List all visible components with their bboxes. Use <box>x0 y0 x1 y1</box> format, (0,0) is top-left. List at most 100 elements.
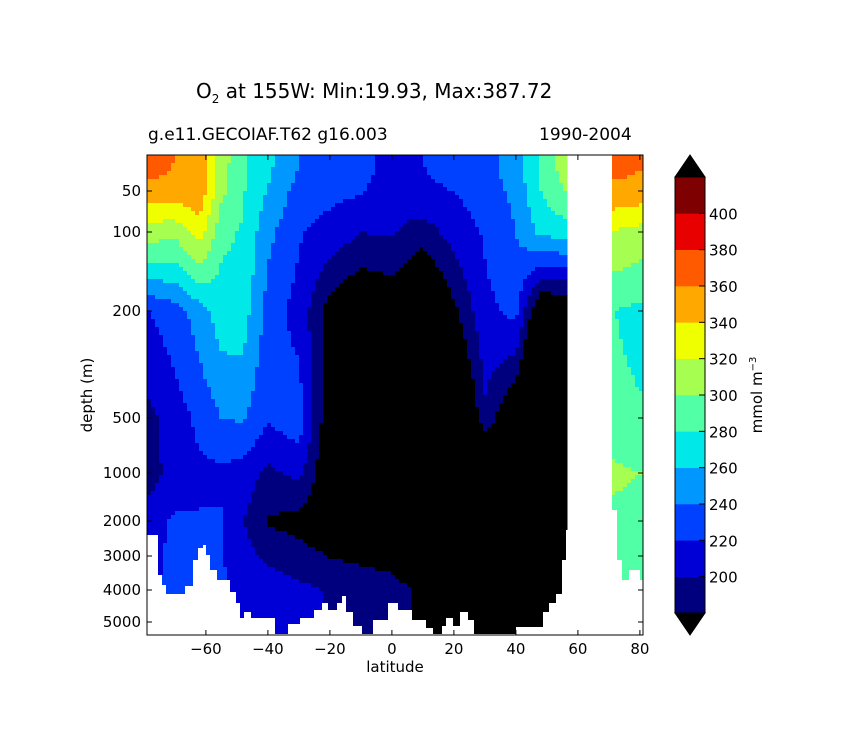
field-cell <box>255 479 260 556</box>
field-cell <box>535 235 540 252</box>
field-cell <box>363 231 368 268</box>
field-cell <box>303 231 308 464</box>
field-cell <box>563 267 568 280</box>
field-cell <box>355 155 360 196</box>
field-cell <box>307 495 312 548</box>
colorbar-swatch <box>675 467 705 505</box>
field-cell <box>547 235 552 252</box>
field-cell <box>367 567 372 634</box>
field-cell <box>519 327 524 360</box>
field-cell <box>559 255 564 268</box>
field-cell <box>531 287 536 308</box>
field-cell <box>227 419 232 464</box>
field-cell <box>159 279 164 300</box>
field-cell <box>351 275 356 564</box>
field-cell <box>347 155 352 200</box>
field-cell <box>459 267 464 324</box>
field-cell <box>563 219 568 240</box>
field-cell <box>619 227 624 272</box>
field-cell <box>559 295 564 634</box>
field-cell <box>311 547 316 588</box>
colorbar-swatch <box>675 286 705 323</box>
field-cell <box>427 155 432 176</box>
field-cell <box>551 279 556 296</box>
field-cell <box>279 531 284 572</box>
field-cell <box>287 535 292 576</box>
field-cell <box>407 155 412 220</box>
field-cell <box>359 267 364 568</box>
field-cell <box>475 407 480 634</box>
field-cell <box>627 307 632 368</box>
field-cell <box>167 155 172 172</box>
field-cell <box>267 155 272 184</box>
field-cell <box>631 207 636 228</box>
field-cell <box>551 267 556 280</box>
field-cell <box>379 155 384 236</box>
field-cell <box>211 155 216 200</box>
field-cell <box>259 471 264 560</box>
field-cell <box>407 219 412 260</box>
field-cell <box>211 399 216 460</box>
field-cell <box>151 155 156 180</box>
field-cell <box>219 155 224 204</box>
field-cell <box>479 235 484 360</box>
field-cell <box>295 479 300 512</box>
field-cell <box>243 455 248 516</box>
field-cell <box>151 319 156 408</box>
field-cell <box>435 227 440 268</box>
field-cell <box>271 427 276 468</box>
colorbar-extend-top <box>674 154 706 178</box>
field-cell <box>635 207 640 228</box>
year-range: 1990-2004 <box>539 125 632 145</box>
field-cell <box>551 251 556 268</box>
field-cell <box>347 199 352 244</box>
field-cell <box>623 355 628 468</box>
field-cell <box>183 311 188 404</box>
field-cell <box>199 155 204 212</box>
field-cell <box>483 155 488 260</box>
field-cell <box>347 275 352 564</box>
field-cell <box>275 227 280 432</box>
field-cell <box>227 463 232 634</box>
field-cell <box>335 203 340 252</box>
field-cell <box>147 311 152 400</box>
field-cell <box>635 471 640 476</box>
field-cell <box>307 227 312 308</box>
field-cell <box>363 155 368 192</box>
field-cell <box>319 155 324 216</box>
field-cell <box>315 459 320 552</box>
field-cell <box>195 351 200 444</box>
field-cell <box>515 155 520 240</box>
field-cell <box>475 155 480 228</box>
field-cell <box>623 155 628 180</box>
field-cell <box>275 155 280 228</box>
field-cell <box>295 355 300 444</box>
field-cell <box>471 155 476 220</box>
field-cell <box>339 559 344 634</box>
field-cell <box>167 355 172 520</box>
field-cell <box>191 155 196 212</box>
field-cell <box>531 251 536 272</box>
field-cell <box>431 179 436 224</box>
field-cell <box>275 571 280 634</box>
field-cell <box>179 307 184 392</box>
field-cell <box>323 555 328 634</box>
field-cell <box>539 191 544 236</box>
y-tick-label: 5000 <box>103 613 141 631</box>
field-cell <box>447 287 452 634</box>
field-cell <box>175 263 180 284</box>
field-cell <box>203 379 208 456</box>
field-cell <box>391 575 396 634</box>
field-cell <box>619 463 624 492</box>
field-cell <box>227 163 232 252</box>
field-cell <box>515 239 520 316</box>
field-cell <box>315 219 320 280</box>
field-cell <box>343 243 348 280</box>
field-cell <box>267 423 272 464</box>
field-cell <box>307 583 312 634</box>
field-cell <box>551 239 556 252</box>
field-cell <box>615 179 620 208</box>
field-cell <box>635 387 640 472</box>
field-cell <box>339 203 344 248</box>
field-cell <box>219 507 224 634</box>
